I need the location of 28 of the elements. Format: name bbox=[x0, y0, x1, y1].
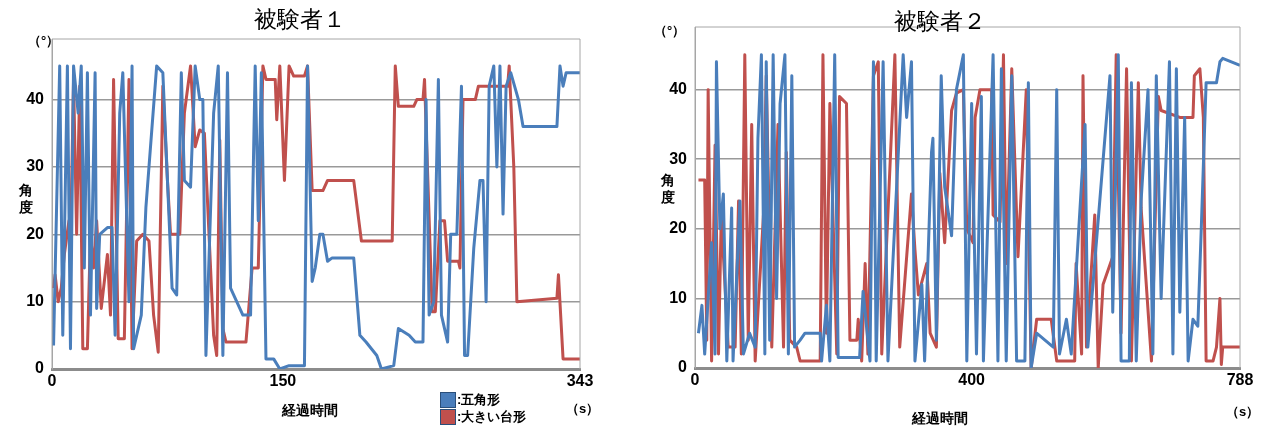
legend-label: :大きい台形 bbox=[457, 407, 527, 426]
y-tick-label: 0 bbox=[35, 359, 45, 377]
x-tick-label: 343 bbox=[566, 372, 594, 390]
text: （°） bbox=[654, 22, 686, 40]
x-tick-label: 400 bbox=[958, 371, 986, 389]
legend-label: :五角形 bbox=[457, 390, 501, 409]
y-tick-label: 20 bbox=[669, 219, 688, 237]
y-axis-title: 角度 bbox=[660, 172, 676, 206]
y-tick-label: 10 bbox=[26, 292, 45, 310]
y-tick-label: 30 bbox=[669, 149, 688, 167]
chart-title: 被験者２ bbox=[894, 8, 986, 36]
x-tick-label: 0 bbox=[47, 372, 57, 390]
x-tick-label: 150 bbox=[269, 372, 297, 390]
y-tick-label: 40 bbox=[26, 90, 45, 108]
y-tick-label: 10 bbox=[669, 288, 688, 306]
x-axis-title: 経過時間 bbox=[282, 402, 338, 420]
x-axis-title: 経過時間 bbox=[912, 410, 968, 428]
text: （s） bbox=[1226, 403, 1260, 421]
x-tick-label: 788 bbox=[1226, 371, 1254, 389]
text: （s） bbox=[566, 400, 600, 418]
y-tick-label: 0 bbox=[678, 358, 688, 376]
chart-title: 被験者１ bbox=[254, 6, 346, 34]
y-axis-title: 角度 bbox=[18, 182, 34, 216]
y-tick-label: 20 bbox=[26, 224, 45, 242]
annotation: （°） bbox=[28, 32, 60, 50]
y-tick-label: 40 bbox=[669, 80, 688, 98]
x-tick-label: 0 bbox=[690, 371, 700, 389]
y-tick-label: 30 bbox=[26, 157, 45, 175]
